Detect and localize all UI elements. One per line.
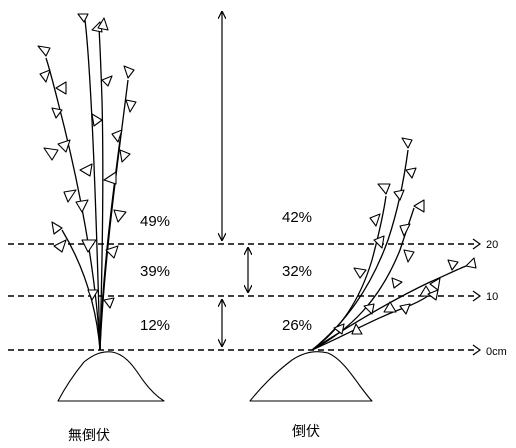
- level-arrowhead-20: [472, 238, 482, 250]
- lodged-top-percent: 42%: [282, 209, 312, 226]
- lodged-soil-mound: [249, 351, 373, 402]
- lodged-middle-percent: 32%: [282, 263, 312, 280]
- lodged-caption: 倒伏: [292, 424, 320, 440]
- level-arrowhead-10: [472, 290, 482, 302]
- level-label-10: 10: [486, 291, 498, 303]
- lodged-bottom-percent: 26%: [282, 317, 312, 334]
- level-label-20: 20: [486, 239, 498, 251]
- upright-caption: 無倒伏: [68, 428, 110, 444]
- upright-top-percent: 49%: [140, 213, 170, 230]
- upright-plant-illustration: [37, 13, 137, 351]
- level-label-0: 0cm: [486, 346, 507, 358]
- lodged-plant-illustration: [311, 137, 477, 351]
- level-arrowhead-0: [472, 344, 482, 356]
- upright-bottom-percent: 12%: [140, 317, 170, 334]
- upright-middle-percent: 39%: [140, 263, 170, 280]
- upright-soil-mound: [57, 351, 165, 402]
